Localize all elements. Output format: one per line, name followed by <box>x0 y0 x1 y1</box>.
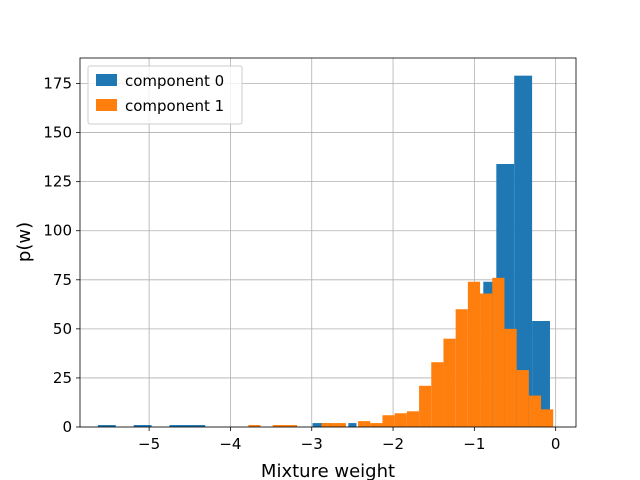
series-1-bars <box>248 277 554 427</box>
y-tick-label: 100 <box>43 222 72 240</box>
y-tick-label: 75 <box>53 271 72 289</box>
y-tick-label: 25 <box>53 369 72 387</box>
x-axis-label: Mixture weight <box>261 461 395 480</box>
x-tick-label: −1 <box>463 435 485 453</box>
y-tick-label: 125 <box>43 173 72 191</box>
histogram-bar <box>348 423 357 427</box>
histogram-bar <box>169 425 206 427</box>
x-tick-label: −3 <box>301 435 323 453</box>
grid <box>80 58 576 428</box>
plot-frame <box>79 57 577 428</box>
histogram-bar <box>248 425 261 427</box>
histogram-bar <box>504 328 517 427</box>
histogram-bar <box>133 425 152 427</box>
histogram-bar <box>358 421 371 427</box>
legend: component 0 component 1 <box>87 65 243 125</box>
histogram-bar <box>492 277 505 427</box>
histogram-bar <box>443 338 456 427</box>
histogram-bar <box>516 370 529 427</box>
histogram-bar <box>455 309 468 427</box>
histogram-bar <box>514 75 533 428</box>
legend-label: component 0 <box>125 72 224 90</box>
histogram-bar <box>312 423 331 427</box>
x-tick-label: −4 <box>219 435 241 453</box>
histogram-bar <box>97 425 116 427</box>
histogram-bar <box>382 415 395 427</box>
histogram-bar <box>406 411 420 427</box>
histogram-bar <box>467 281 481 427</box>
histogram-bar <box>431 362 444 427</box>
legend-label: component 1 <box>125 97 224 115</box>
histogram-bar <box>321 423 346 427</box>
y-tick-label: 50 <box>53 320 72 338</box>
histogram-bar <box>370 423 383 427</box>
y-tick-label: 0 <box>62 418 72 436</box>
histogram-bar <box>528 395 542 427</box>
y-axis-label: p(w) <box>14 222 35 262</box>
x-tick-label: −5 <box>138 435 160 453</box>
histogram-bar <box>419 385 432 427</box>
x-tick-label: 0 <box>551 435 561 453</box>
y-tick-label: 150 <box>43 124 72 142</box>
legend-swatch <box>96 74 117 86</box>
histogram-bar <box>480 293 493 427</box>
histogram-bar <box>394 413 407 427</box>
histogram-bar <box>272 425 298 427</box>
legend-box <box>87 65 243 125</box>
legend-swatch <box>96 99 117 111</box>
y-tick-label: 175 <box>43 75 72 93</box>
bars <box>97 75 554 428</box>
histogram-bar <box>541 409 554 427</box>
axis-ticks: −5 −4 −3 −2 −1 0 0 25 50 75 100 125 150 175 <box>43 75 560 453</box>
x-tick-label: −2 <box>382 435 404 453</box>
